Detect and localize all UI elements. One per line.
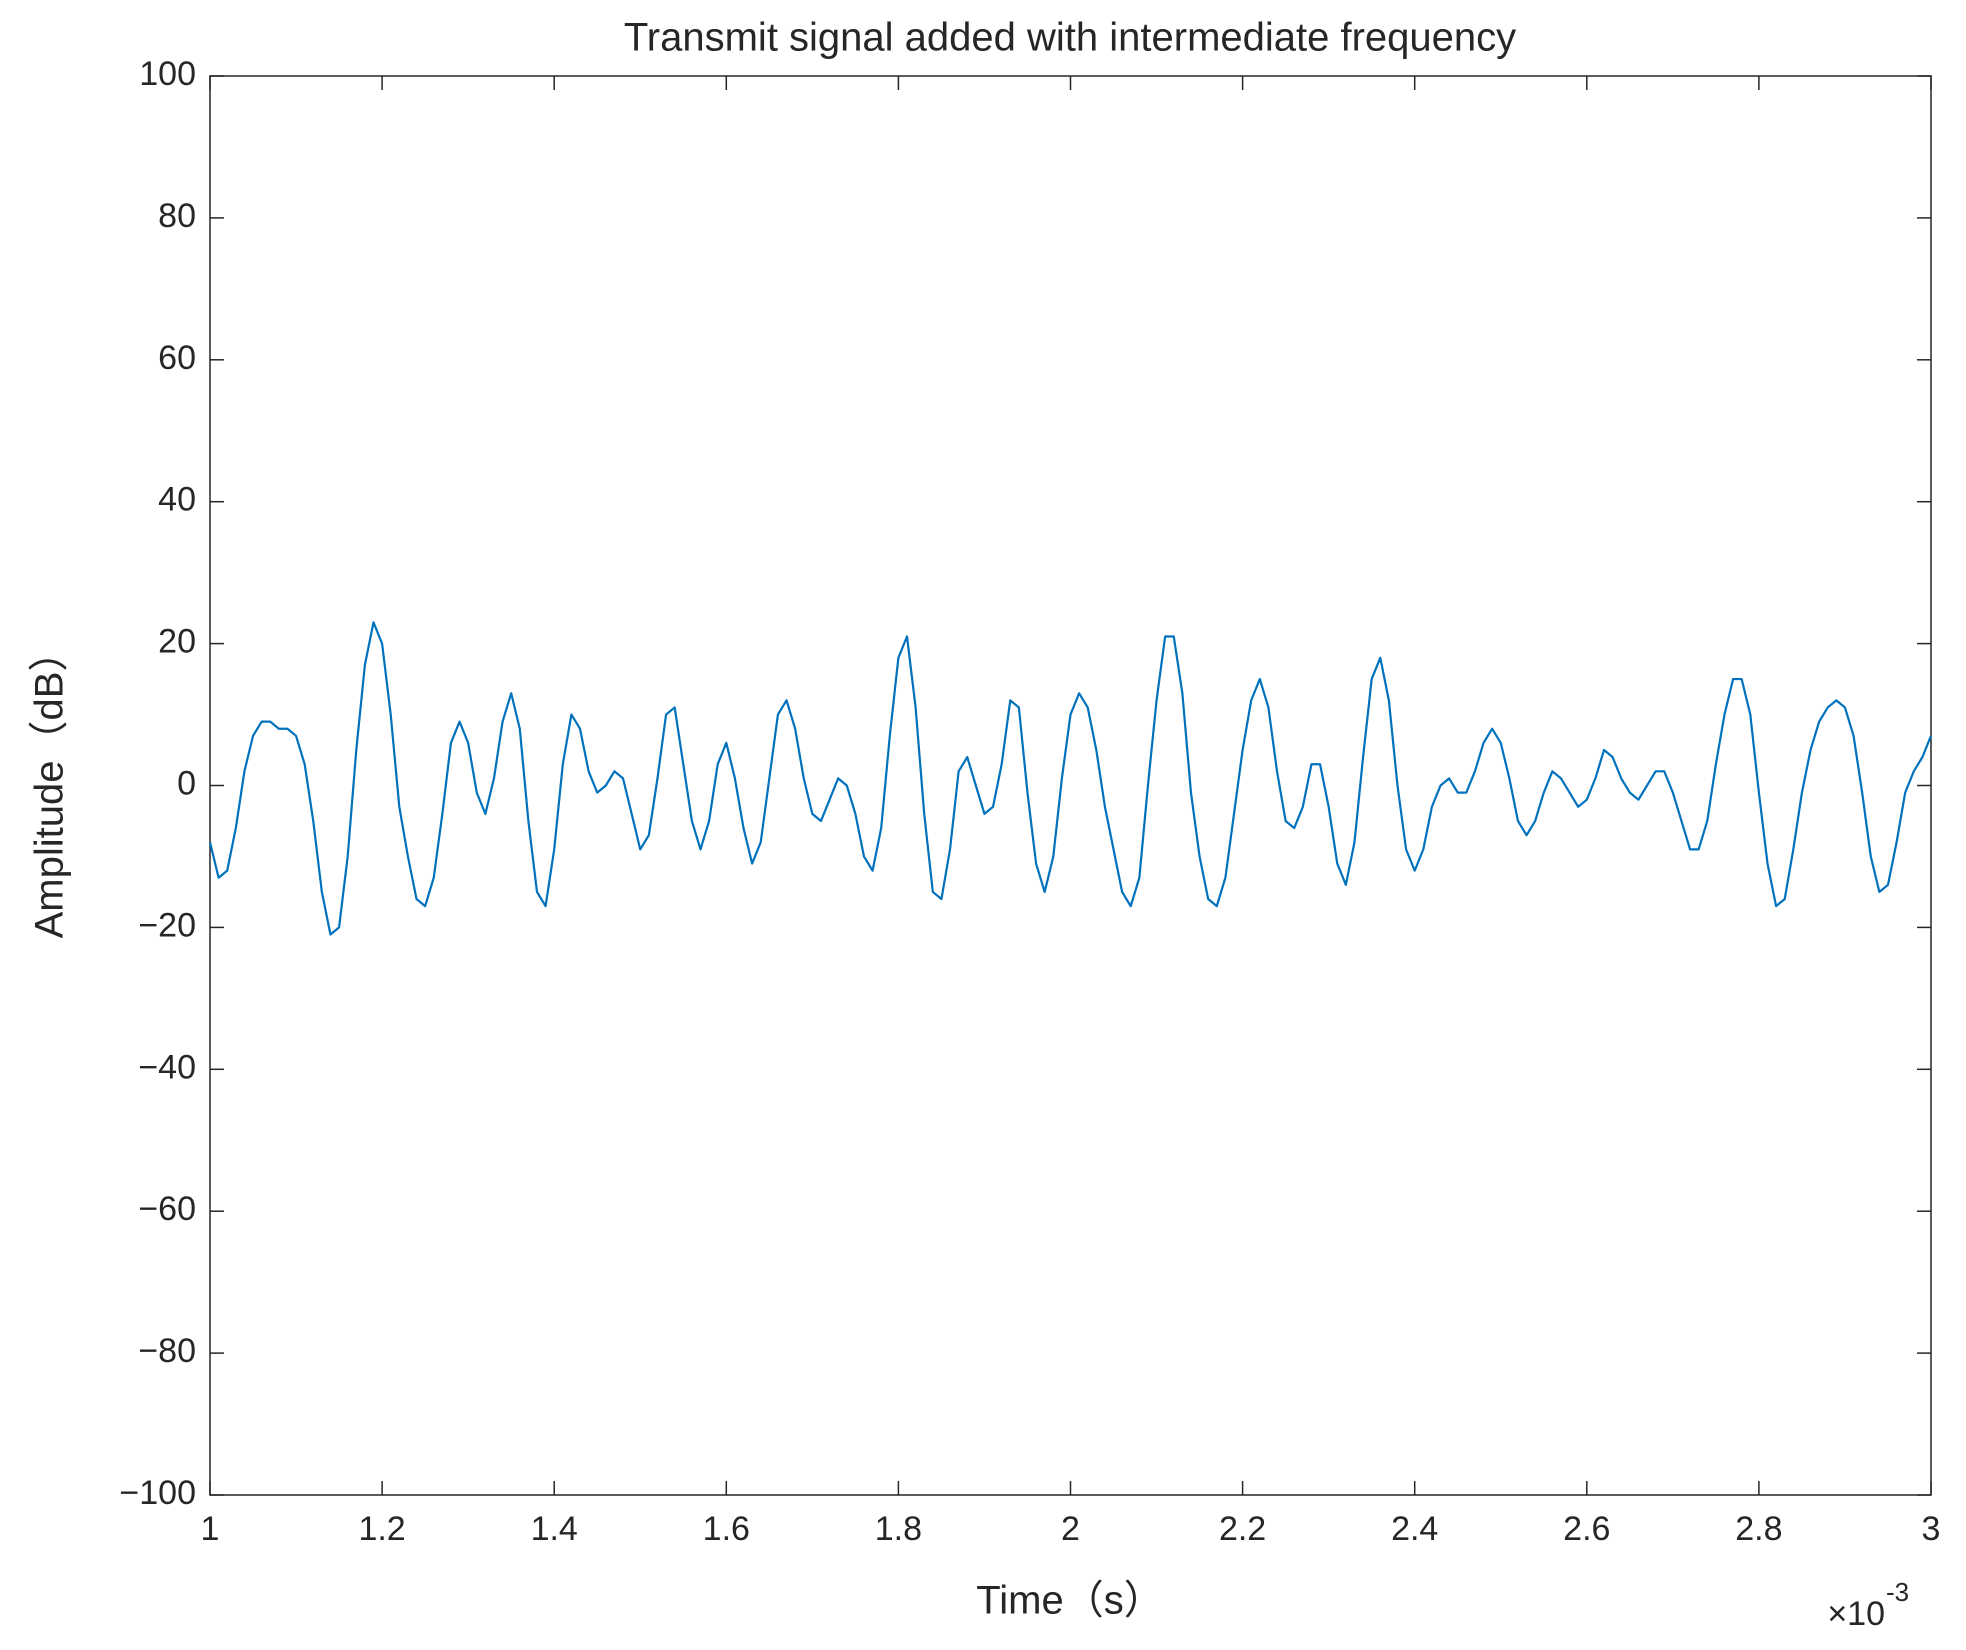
y-tick-label: 20	[158, 623, 196, 661]
x-tick-label: 3	[1922, 1510, 1941, 1548]
y-tick-label: 80	[158, 197, 196, 235]
x-tick-label: 2.2	[1219, 1510, 1266, 1548]
y-tick-label: −60	[138, 1190, 196, 1228]
x-tick-label: 1.2	[358, 1510, 405, 1548]
x-tick-label: 2	[1061, 1510, 1080, 1548]
y-tick-label: −20	[138, 906, 196, 944]
plot-frame	[209, 75, 1932, 1496]
chart-title: Transmit signal added with intermediate …	[624, 16, 1516, 60]
y-axis-label: Amplitude（dB）	[28, 632, 72, 939]
x-tick-label: 1	[201, 1510, 220, 1548]
x-tick-label: 2.8	[1735, 1510, 1782, 1548]
x-multiplier-exponent: -3	[1886, 1577, 1909, 1607]
y-tick-label: −40	[138, 1048, 196, 1086]
y-tick-label: 0	[177, 764, 196, 802]
y-tick-label: −80	[138, 1332, 196, 1370]
x-tick-label: 1.4	[531, 1510, 578, 1548]
x-multiplier-base: ×10	[1827, 1595, 1885, 1633]
y-tick-label: 40	[158, 481, 196, 519]
y-tick-label: 100	[139, 55, 196, 93]
x-tick-label: 2.6	[1563, 1510, 1610, 1548]
x-tick-label: 2.4	[1391, 1510, 1438, 1548]
data-line	[208, 621, 1933, 936]
y-tick-label: −100	[119, 1474, 196, 1512]
x-axis-label: Time（s）	[976, 1579, 1163, 1623]
y-tick-label: 60	[158, 339, 196, 377]
x-tick-label: 1.8	[875, 1510, 922, 1548]
x-tick-label: 1.6	[703, 1510, 750, 1548]
